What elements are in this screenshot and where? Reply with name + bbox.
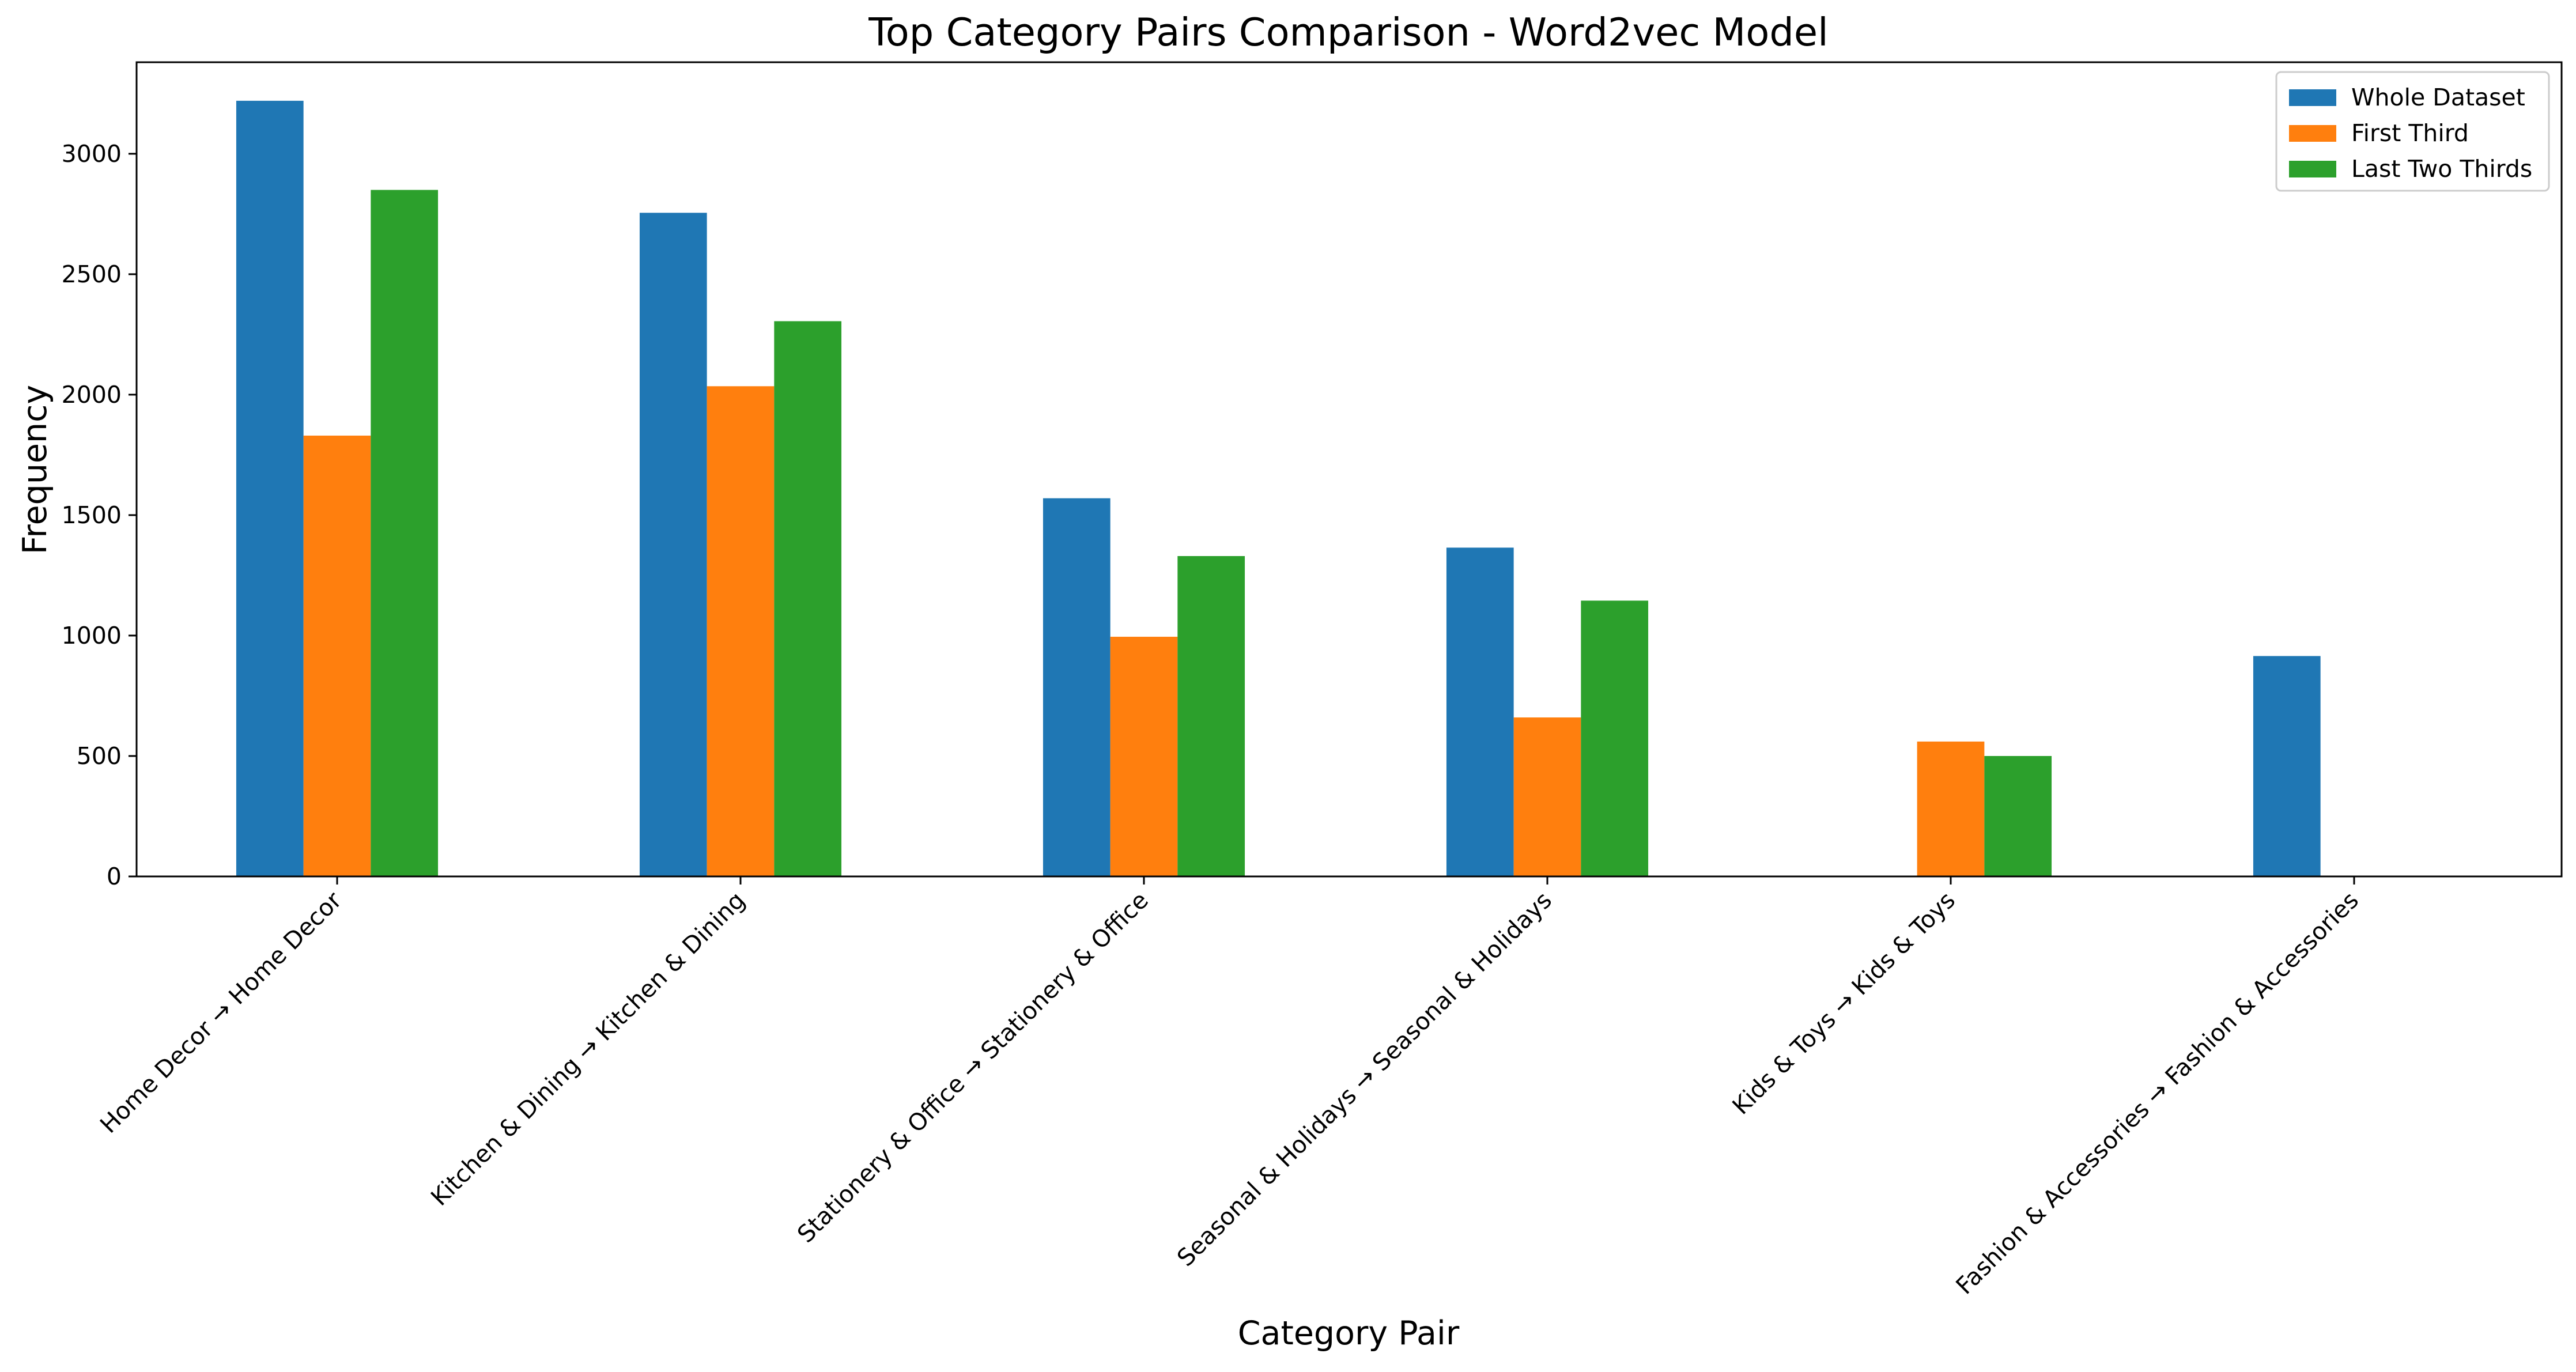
y-tick-label: 2000 bbox=[62, 381, 122, 409]
plot-frame bbox=[135, 61, 2563, 878]
legend-swatch bbox=[2289, 161, 2336, 177]
x-axis-label: Category Pair bbox=[1238, 1314, 1460, 1352]
bar-whole-dataset-5 bbox=[2253, 656, 2321, 876]
bar-whole-dataset-3 bbox=[1446, 547, 1514, 876]
legend-label: First Third bbox=[2351, 119, 2469, 147]
y-axis-label: Frequency bbox=[16, 385, 54, 554]
bar-first-third-4 bbox=[1917, 741, 1985, 876]
legend-label: Whole Dataset bbox=[2351, 84, 2525, 111]
bar-first-third-0 bbox=[303, 435, 371, 876]
y-tick-label: 0 bbox=[107, 863, 122, 890]
legend-box bbox=[2275, 71, 2550, 192]
bar-whole-dataset-0 bbox=[236, 100, 304, 876]
bar-first-third-1 bbox=[707, 386, 775, 876]
y-tick-label: 2500 bbox=[62, 260, 122, 288]
bar-first-third-2 bbox=[1110, 637, 1178, 876]
bar-last-two-thirds-4 bbox=[1984, 755, 2052, 876]
bar-first-third-3 bbox=[1513, 717, 1581, 876]
legend: Whole Dataset First Third Last Two Thirds bbox=[2275, 71, 2550, 192]
bar-whole-dataset-1 bbox=[639, 213, 707, 876]
y-axis: 0 500 1000 1500 2000 2500 3000 bbox=[62, 140, 137, 890]
y-tick-label: 3000 bbox=[62, 140, 122, 168]
bar-last-two-thirds-3 bbox=[1581, 600, 1649, 876]
chart-title: Top Category Pairs Comparison - Word2vec… bbox=[868, 10, 1828, 55]
y-tick-label: 1000 bbox=[62, 622, 122, 649]
bars-group bbox=[236, 100, 2321, 876]
legend-label: Last Two Thirds bbox=[2351, 155, 2532, 183]
bar-last-two-thirds-1 bbox=[774, 321, 842, 876]
bar-last-two-thirds-0 bbox=[371, 190, 439, 876]
y-tick-label: 1500 bbox=[62, 501, 122, 529]
bar-whole-dataset-2 bbox=[1043, 498, 1111, 876]
bar-last-two-thirds-2 bbox=[1177, 556, 1245, 876]
legend-swatch bbox=[2289, 89, 2336, 106]
y-tick-label: 500 bbox=[77, 742, 122, 770]
legend-swatch bbox=[2289, 125, 2336, 142]
